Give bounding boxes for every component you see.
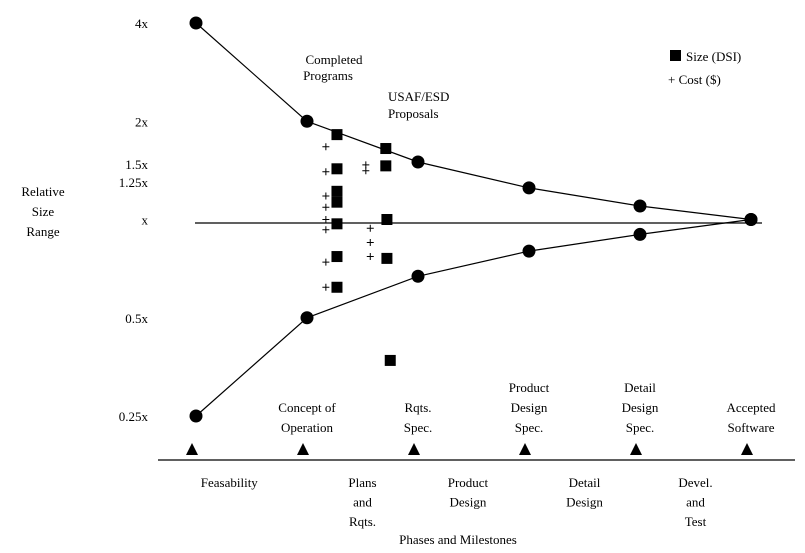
size-dsi-point — [331, 251, 343, 263]
y-tick-label: 0.5x — [125, 311, 148, 326]
cost-point — [322, 203, 330, 211]
phase-label: Devel. — [678, 475, 712, 490]
milestone-triangle — [630, 443, 642, 455]
milestone-label: Rqts. — [404, 400, 431, 415]
phase-label: Design — [450, 495, 487, 510]
milestone-triangle — [297, 443, 309, 455]
lower-bound-curve — [195, 218, 752, 417]
cost-point — [322, 283, 330, 291]
milestone-label: Concept of — [278, 400, 336, 415]
upper-bound-point — [411, 155, 425, 169]
cost-point — [322, 258, 330, 266]
cost-point — [322, 168, 330, 176]
upper-bound-point — [522, 181, 536, 195]
size-dsi-point — [331, 218, 343, 230]
x-axis-title: Phases and Milestones — [399, 532, 517, 547]
annotation-usaf-esd-line-1: USAF/ESD — [388, 89, 449, 104]
y-axis-title-line-3: Range — [26, 224, 59, 239]
cost-point — [322, 216, 330, 223]
milestone-label: Design — [622, 400, 659, 415]
size-dsi-point — [331, 196, 343, 208]
size-dsi-point — [384, 354, 396, 366]
milestone-triangle — [186, 443, 198, 455]
size-dsi-point — [380, 143, 392, 155]
lower-bound-point — [411, 269, 425, 283]
phase-label: and — [353, 495, 372, 510]
y-tick-label: 1.5x — [125, 157, 148, 172]
phase-label: Product — [448, 475, 489, 490]
upper-bound-curve — [195, 22, 752, 221]
milestone-label: Detail — [624, 380, 656, 395]
y-tick-labels: 4x 2x 1.5x 1.25x x 0.5x 0.25x — [119, 16, 149, 424]
annotation-completed-programs-line-2: Programs — [303, 68, 353, 83]
milestone-label: Product — [509, 380, 550, 395]
cost-point — [366, 224, 374, 232]
y-tick-label: 0.25x — [119, 409, 149, 424]
upper-bound-point — [189, 16, 203, 30]
phase-label: Plans — [348, 475, 376, 490]
milestone-label: Spec. — [404, 420, 433, 435]
size-dsi-point — [381, 214, 393, 225]
phase-label: Test — [685, 514, 707, 529]
lower-bound-point — [633, 227, 647, 241]
lower-bound-point — [189, 409, 203, 423]
cost-point — [362, 161, 370, 169]
size-dsi-point — [331, 185, 343, 197]
upper-bound-point — [633, 199, 647, 213]
milestone-label: Spec. — [626, 420, 655, 435]
y-tick-label: x — [142, 213, 149, 228]
cost-point — [322, 143, 330, 151]
lower-bound-point — [522, 244, 536, 258]
y-axis-title-line-1: Relative — [21, 184, 65, 199]
y-tick-label: 1.25x — [119, 175, 149, 190]
lower-bound-point — [300, 311, 314, 325]
upper-bound-point — [300, 114, 314, 128]
legend-square-marker — [670, 50, 681, 61]
legend-cost-label: + Cost ($) — [668, 72, 721, 87]
phases: Feasability Plans and Rqts. Product Design Det… — [201, 475, 713, 529]
size-dsi-point — [331, 163, 343, 175]
milestone-triangle — [408, 443, 420, 455]
data-points — [189, 16, 758, 423]
milestone-label: Operation — [281, 420, 333, 435]
phase-label: and — [686, 495, 705, 510]
annotation-usaf-esd-line-2: Proposals — [388, 106, 439, 121]
y-tick-label: 2x — [135, 114, 149, 129]
phase-label: Rqts. — [349, 514, 376, 529]
milestone-label: Accepted — [726, 400, 776, 415]
size-dsi-point — [380, 160, 392, 172]
milestone-triangle — [519, 443, 531, 455]
cost-point — [322, 226, 330, 234]
size-dsi-point — [381, 252, 393, 264]
legend-size-label: Size (DSI) — [686, 49, 741, 64]
cost-point — [366, 239, 374, 247]
milestone-label: Software — [728, 420, 775, 435]
annotation-completed-programs-line-1: Completed — [305, 52, 363, 67]
phase-label: Design — [566, 495, 603, 510]
phase-label: Detail — [569, 475, 601, 490]
milestone-label: Design — [511, 400, 548, 415]
phase-label: Feasability — [201, 475, 259, 490]
size-dsi-point — [331, 281, 343, 293]
milestone-label: Spec. — [515, 420, 544, 435]
milestone-triangle — [741, 443, 753, 455]
lower-bound-point — [744, 213, 758, 226]
cost-point — [322, 192, 330, 200]
milestones: Concept of Operation Rqts. Spec. Product Desi… — [186, 380, 776, 455]
y-tick-label: 4x — [135, 16, 149, 31]
size-dsi-point — [331, 129, 343, 141]
cost-point — [366, 253, 374, 261]
cost-point — [362, 167, 370, 175]
y-axis-title-line-2: Size — [32, 204, 55, 219]
